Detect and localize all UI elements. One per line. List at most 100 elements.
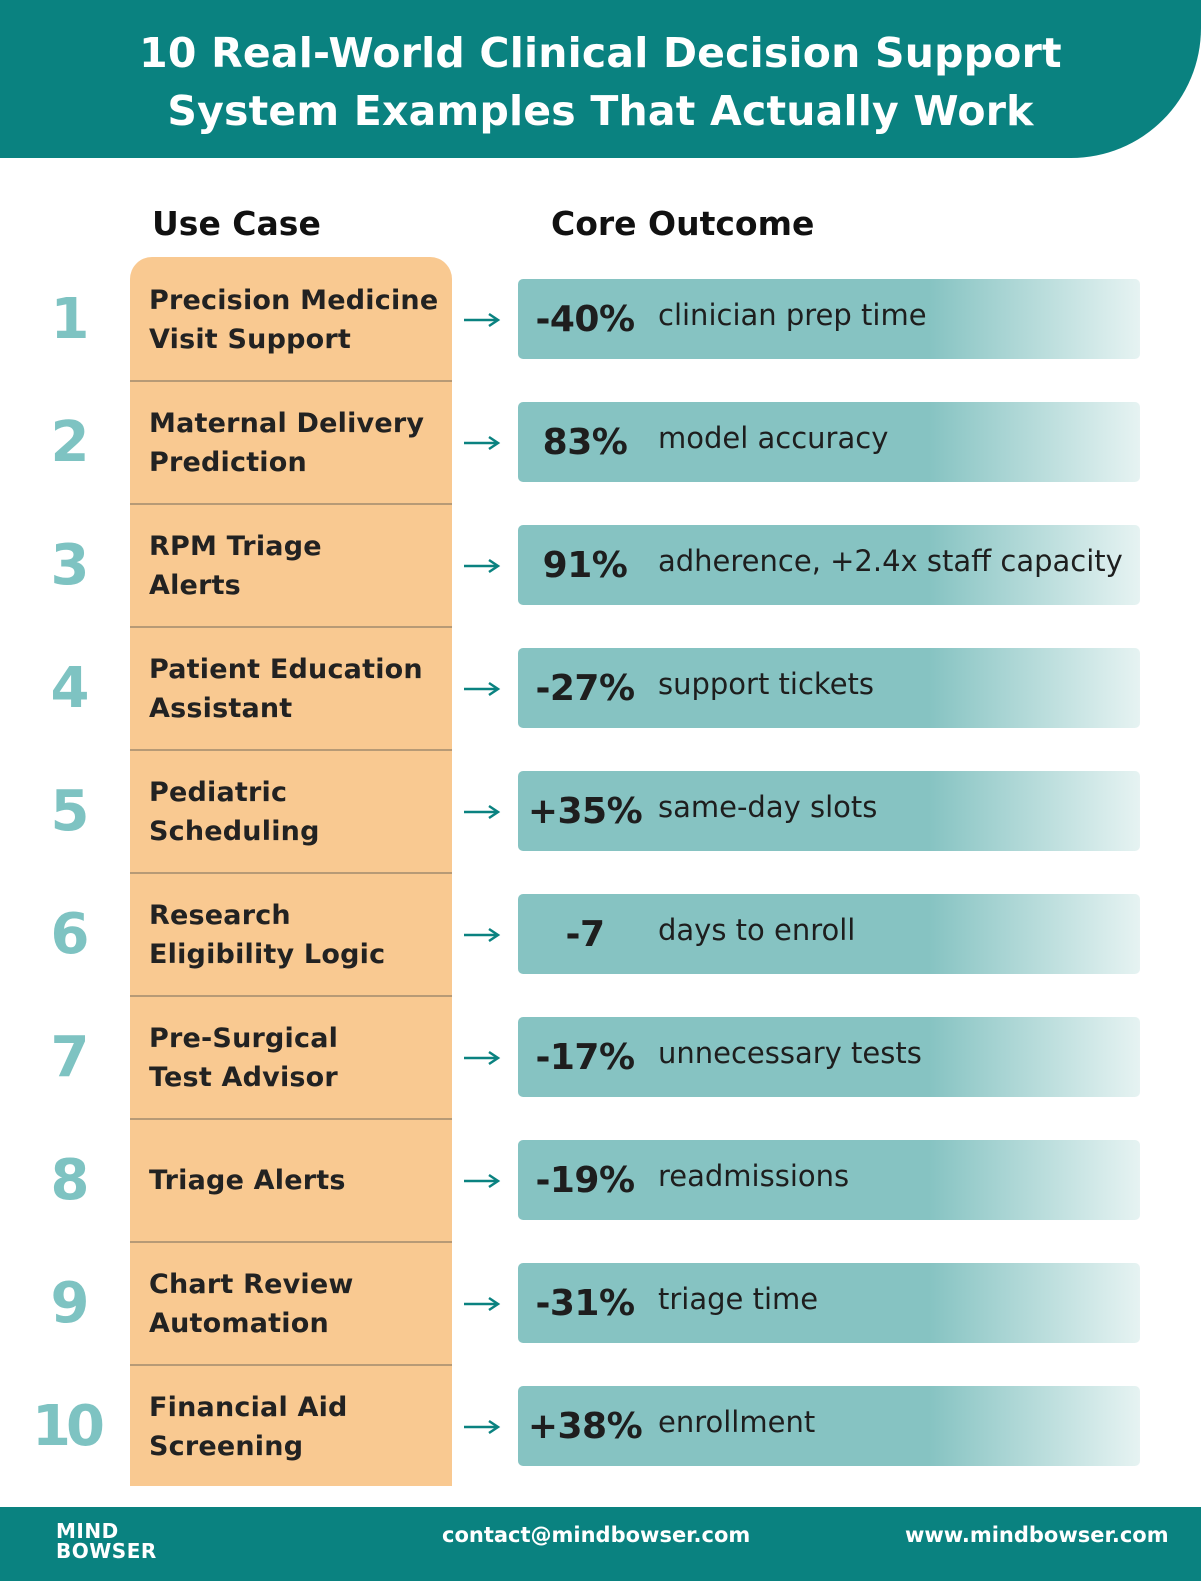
use-case-line-1: Financial Aid [149,1391,348,1423]
use-case-label: Maternal Delivery Prediction [149,404,424,482]
mindbowser-logo[interactable]: MIND BOWSER [56,1521,157,1561]
row-number: 3 [50,533,90,598]
use-case-line-1: Triage Alerts [149,1165,346,1196]
row-number: 4 [50,656,90,721]
row-number: 6 [50,902,90,967]
row-divider [130,872,452,874]
arrow-right-icon [462,504,502,627]
use-case-line-2: Visit Support [149,323,352,355]
use-case-cell: Financial Aid Screening [130,1365,452,1488]
outcome-description: enrollment [658,1405,816,1439]
outcome-bar: -27% support tickets [518,648,1140,728]
row-number: 2 [50,410,90,475]
contact-email-link[interactable]: contact@mindbowser.com [442,1523,751,1547]
use-case-label: Triage Alerts [149,1161,346,1200]
outcome-bar: -19% readmissions [518,1140,1140,1220]
use-case-label: Precision Medicine Visit Support [149,281,438,359]
use-case-cell: Maternal Delivery Prediction [130,381,452,504]
arrow-right-icon [462,873,502,996]
header-banner: 10 Real-World Clinical Decision Support … [0,0,1201,158]
outcome-stat: -7 [565,913,606,955]
page-title: 10 Real-World Clinical Decision Support … [0,24,1201,140]
arrow-right-icon [462,258,502,381]
use-case-cell: Precision Medicine Visit Support [130,258,452,381]
use-case-line-1: Pediatric [149,776,288,808]
use-case-line-2: Assistant [149,692,293,724]
row-divider [130,1118,452,1120]
list-item: 6 Research Eligibility Logic -7 days to enro… [0,873,1201,996]
use-case-cell: Patient Education Assistant [130,627,452,750]
use-case-cell: Chart Review Automation [130,1242,452,1365]
use-case-cell: Pediatric Scheduling [130,750,452,873]
row-divider [130,380,452,382]
row-divider [130,1241,452,1243]
use-case-line-1: Chart Review [149,1268,354,1300]
outcome-stat: -17% [535,1036,635,1078]
title-line-2: System Examples That Actually Work [167,87,1034,135]
outcome-description: clinician prep time [658,298,927,332]
list-item: 8 Triage Alerts -19% readmissions [0,1119,1201,1242]
use-case-line-2: Scheduling [149,815,320,847]
use-case-line-1: Patient Education [149,653,423,685]
list-item: 7 Pre-Surgical Test Advisor -17% unnecessary… [0,996,1201,1119]
use-case-label: RPM Triage Alerts [149,527,322,605]
outcome-bar: -40% clinician prep time [518,279,1140,359]
logo-line-1: MIND [56,1519,119,1543]
outcome-description: readmissions [658,1159,850,1193]
row-divider [130,995,452,997]
use-case-label: Chart Review Automation [149,1265,354,1343]
outcome-stat: -31% [535,1282,635,1324]
outcome-stat: 83% [542,421,628,463]
arrow-right-icon [462,750,502,873]
arrow-right-icon [462,381,502,504]
outcome-description: same-day slots [658,790,878,824]
use-case-cell: Research Eligibility Logic [130,873,452,996]
list-item: 10 Financial Aid Screening +38% enrollment [0,1365,1201,1488]
outcome-bar: 91% adherence, +2.4x staff capacity [518,525,1140,605]
outcome-stat: +38% [527,1405,643,1447]
use-case-label: Pediatric Scheduling [149,773,320,851]
row-number: 5 [50,779,90,844]
list-item: 9 Chart Review Automation -31% triage time [0,1242,1201,1365]
use-case-cell: Pre-Surgical Test Advisor [130,996,452,1119]
outcome-bar: -17% unnecessary tests [518,1017,1140,1097]
outcome-description: model accuracy [658,421,889,455]
outcome-stat: -27% [535,667,635,709]
logo-line-2: BOWSER [56,1539,157,1563]
use-case-line-2: Automation [149,1307,329,1339]
use-case-line-2: Prediction [149,446,307,478]
use-case-label: Financial Aid Screening [149,1388,348,1466]
row-divider [130,626,452,628]
use-case-line-1: Research [149,899,291,931]
list-item: 5 Pediatric Scheduling +35% same-day slots [0,750,1201,873]
website-link[interactable]: www.mindbowser.com [905,1523,1169,1547]
arrow-right-icon [462,996,502,1119]
outcome-bar: +38% enrollment [518,1386,1140,1466]
arrow-right-icon [462,1242,502,1365]
outcome-bar: -31% triage time [518,1263,1140,1343]
title-line-1: 10 Real-World Clinical Decision Support [139,29,1062,77]
arrow-right-icon [462,1119,502,1242]
outcome-description: support tickets [658,667,875,701]
row-divider [130,1364,452,1366]
outcome-stat: 91% [542,544,628,586]
outcome-bar: 83% model accuracy [518,402,1140,482]
row-number: 9 [50,1271,90,1336]
use-case-line-1: Maternal Delivery [149,407,425,439]
outcome-bar: -7 days to enroll [518,894,1140,974]
outcome-bar: +35% same-day slots [518,771,1140,851]
use-case-label: Research Eligibility Logic [149,896,385,974]
outcome-description: unnecessary tests [658,1036,922,1070]
row-number: 7 [50,1025,90,1090]
use-case-line-2: Screening [149,1430,304,1462]
row-number: 10 [32,1394,105,1459]
row-number: 8 [50,1148,90,1213]
outcome-stat: -40% [535,298,635,340]
outcome-stat: +35% [527,790,643,832]
outcome-stat: -19% [535,1159,635,1201]
list-item: 3 RPM Triage Alerts 91% adherence, +2.4x sta… [0,504,1201,627]
core-outcome-heading: Core Outcome [551,204,815,243]
use-case-column-background [130,257,452,1486]
use-case-line-2: Test Advisor [149,1061,338,1093]
row-number: 1 [50,287,90,352]
